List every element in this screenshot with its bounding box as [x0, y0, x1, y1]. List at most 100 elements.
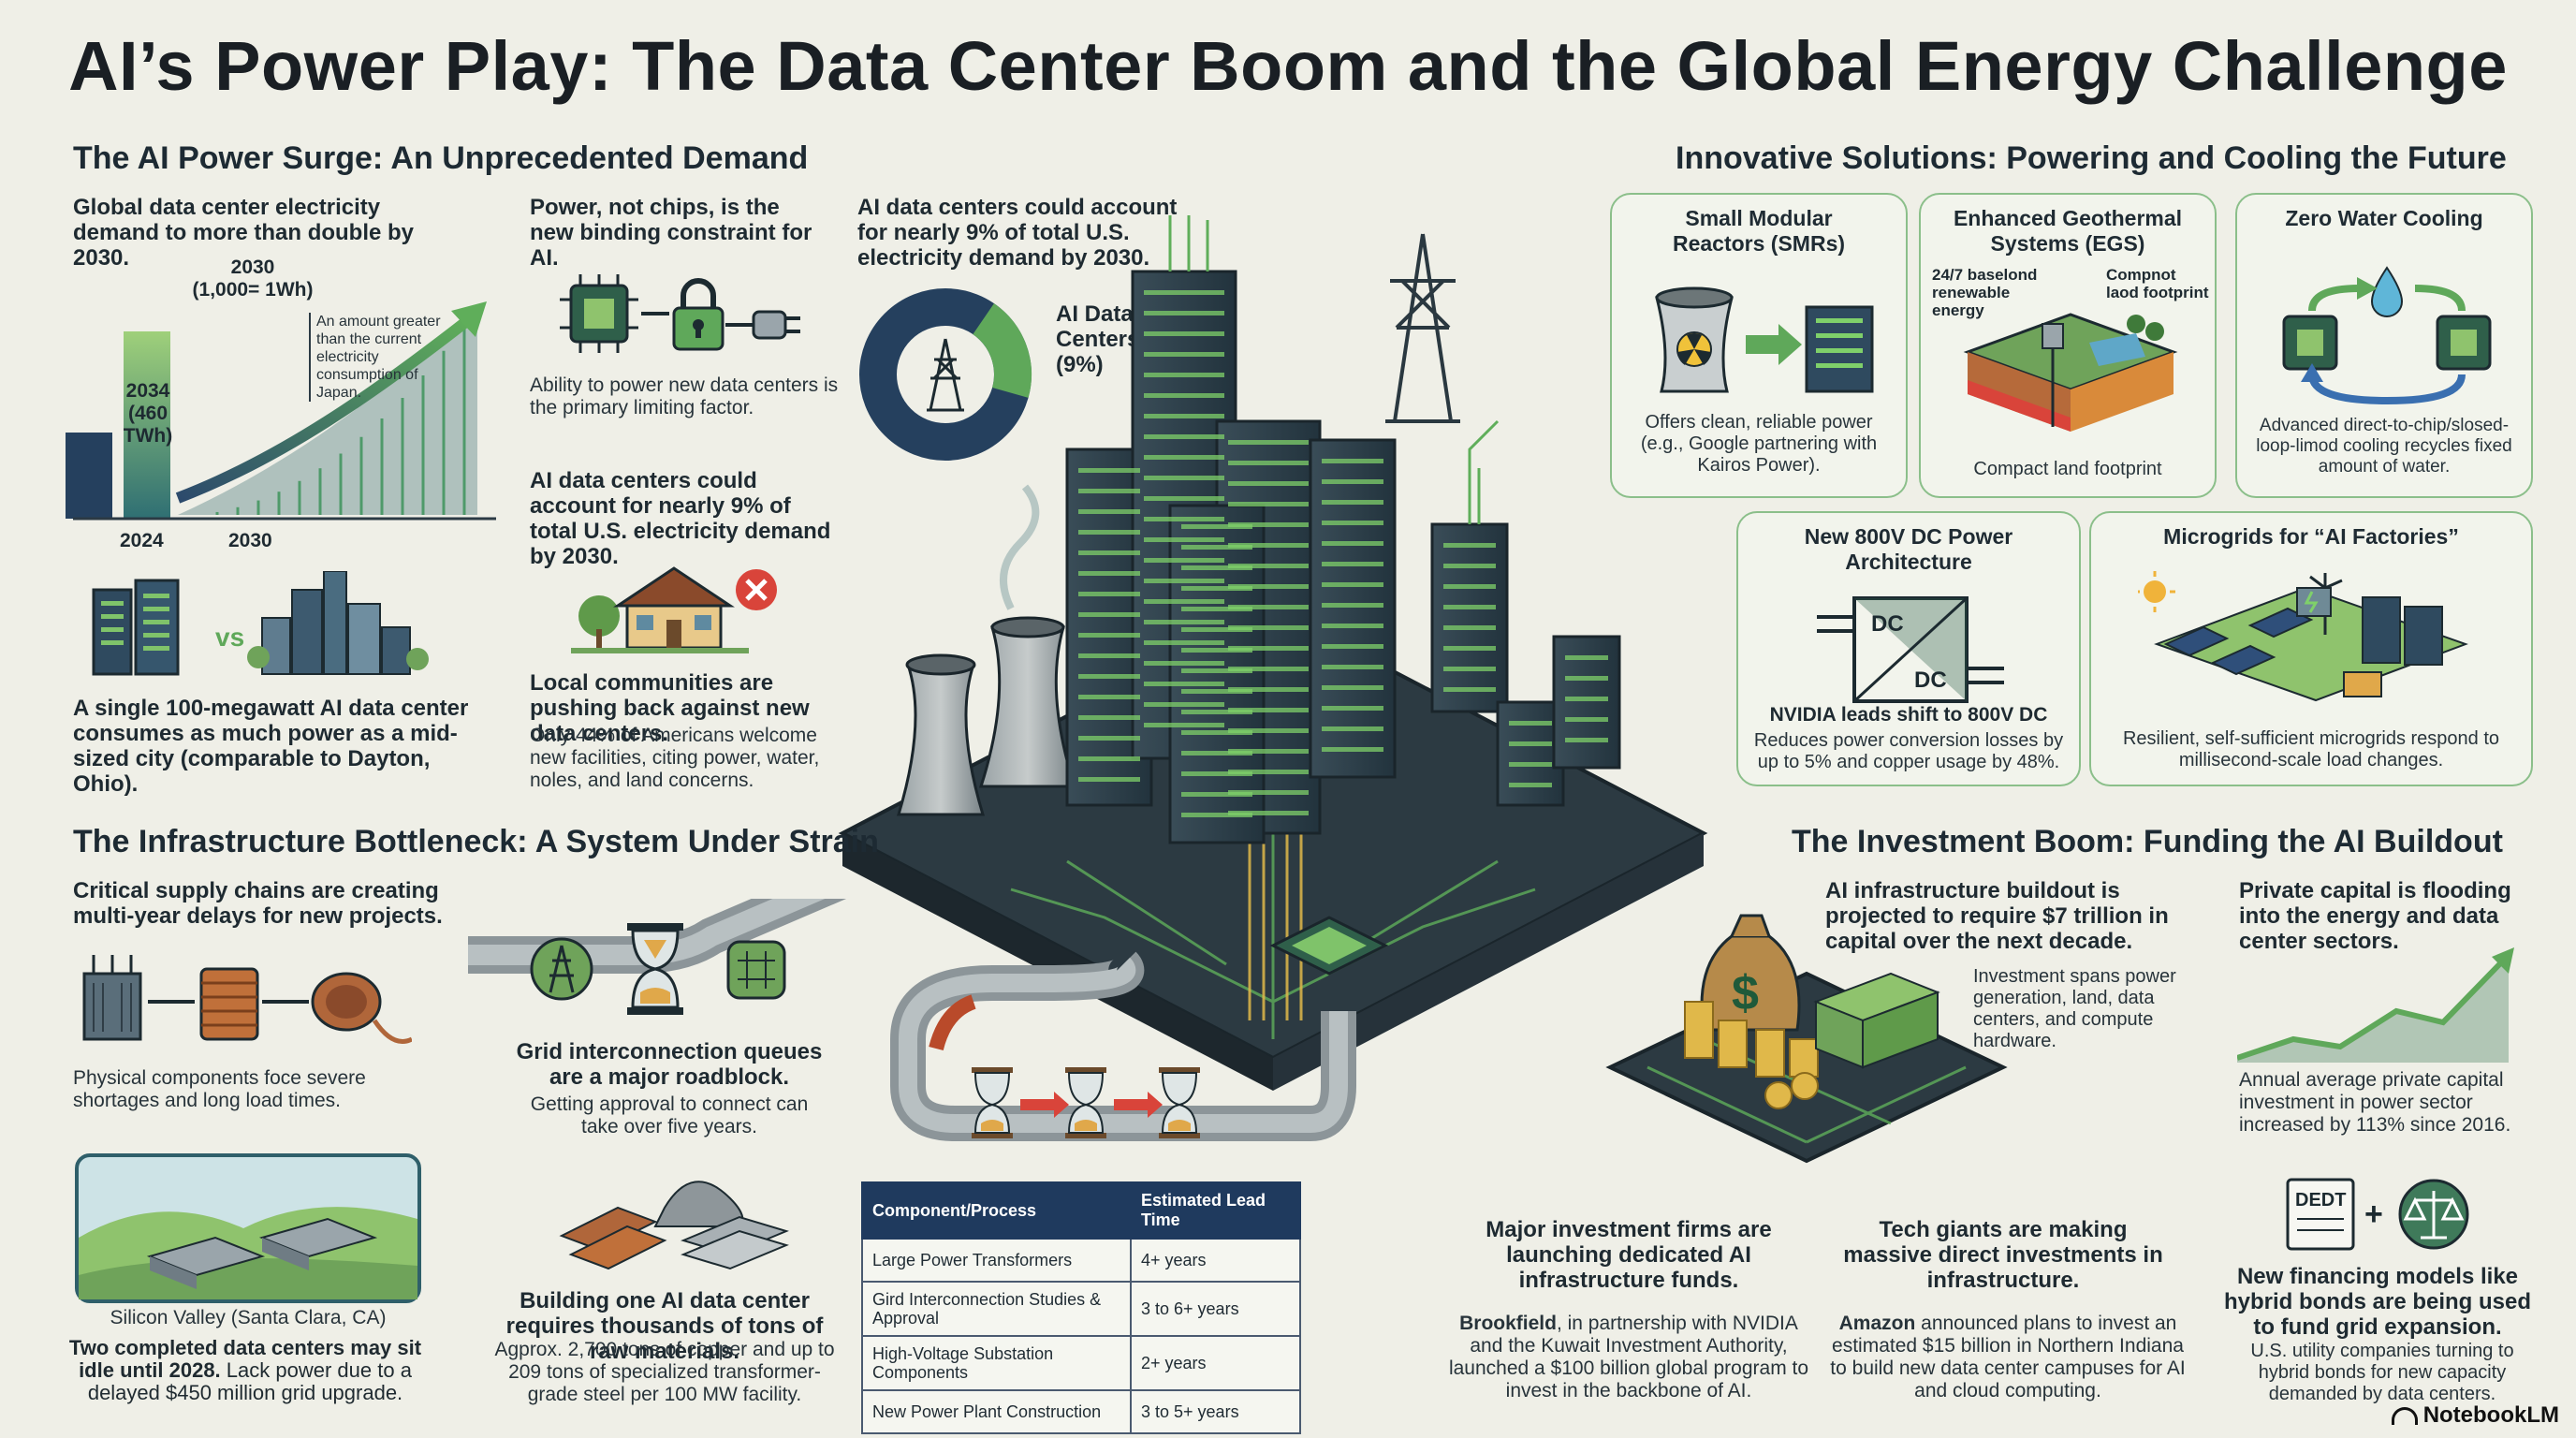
server-light — [1228, 708, 1309, 712]
datacenter-vs-city-icon: vs — [92, 571, 429, 676]
server-light — [1181, 792, 1252, 797]
tech-giants-heading: Tech giants are making massive direct in… — [1843, 1217, 2163, 1293]
money-chip-illustration: $ — [1605, 914, 2008, 1164]
server-light — [1228, 770, 1309, 774]
server-light — [1509, 741, 1552, 746]
power-surge-heading: The AI Power Surge: An Unprecedented Dem… — [73, 140, 809, 176]
server-light — [1228, 811, 1309, 815]
server-rack-icon — [2362, 596, 2401, 664]
server-light — [1144, 311, 1224, 315]
server-light — [1565, 717, 1608, 722]
server-light — [1565, 655, 1608, 660]
mg-title: Microgrids for “AI Factories” — [2163, 524, 2459, 549]
funds-text: , in partnership with NVIDIA and the Kuw… — [1448, 1313, 1809, 1401]
smr-desc: Offers clean, reliable power (e.g., Goog… — [1640, 412, 1878, 476]
rust-segment — [929, 994, 976, 1051]
server-light — [1228, 543, 1309, 548]
generator-icon — [2343, 671, 2382, 697]
brand-name: NotebookLM — [2422, 1402, 2559, 1428]
table-row: Large Power Transformers 4+ years — [861, 1238, 1301, 1283]
trend-arrowhead — [2492, 947, 2514, 974]
solar-panel-icon — [2163, 607, 2314, 676]
table-header-row: Component/Process Estimated Lead Time — [861, 1181, 1301, 1240]
private-capital-text: Annual average private capital investmen… — [2239, 1069, 2511, 1136]
table-row: High-Voltage Substation Components 2+ yea… — [861, 1335, 1301, 1391]
dc-desc: Reduces power conversion losses by up to… — [1753, 730, 2064, 772]
table-cell: High-Voltage Substation Components — [861, 1335, 1132, 1391]
valley-text-block: Two completed data centers may sit idle … — [58, 1337, 432, 1404]
server-light — [1228, 502, 1309, 506]
card-zero-water: Zero Water Cooling Advanced direct-to-ch… — [2235, 193, 2533, 498]
steel-bars-icon — [681, 1215, 789, 1270]
server-light — [1322, 500, 1383, 505]
server-light — [1144, 620, 1224, 624]
datacenter-city-illustration — [838, 215, 1708, 1091]
server-light — [1322, 603, 1383, 608]
datacenter-icon — [92, 579, 180, 676]
materials-heading: Building one AI data center requires tho… — [505, 1288, 824, 1364]
server-light — [1144, 290, 1224, 295]
investment-heading: The Investment Boom: Funding the AI Buil… — [1792, 824, 2503, 859]
donut-intro: AI data centers could account for nearly… — [857, 195, 1178, 271]
private-capital-heading: Private capital is flooding into the ene… — [2239, 878, 2511, 954]
board-chip-icon — [1269, 916, 1389, 976]
server-light — [1443, 667, 1496, 671]
silicon-valley-scene — [75, 1153, 421, 1303]
server-light — [1228, 625, 1309, 630]
server-light — [1144, 682, 1224, 686]
table-row: New Power Plant Construction 3 to 5+ year… — [861, 1389, 1301, 1434]
tech-text: announced plans to invest an estimated $… — [1830, 1313, 2186, 1401]
zwc-title: Zero Water Cooling — [2285, 206, 2483, 230]
server-light — [1228, 564, 1309, 568]
grid-queue-text: Getting approval to connect can take ove… — [530, 1093, 809, 1137]
server-light — [1078, 509, 1140, 514]
server-light — [1078, 695, 1140, 699]
valley-text: Lack power due to a delayed $450 million… — [87, 1358, 412, 1404]
server-light — [1078, 633, 1140, 638]
sun-icon — [2144, 580, 2166, 603]
city-skyline-icon — [247, 571, 429, 675]
components-icon-row — [82, 955, 412, 1044]
copper-bars-icon — [559, 1206, 667, 1270]
server-light — [1322, 624, 1383, 628]
hybrid-bond-text: U.S. utility companies turning to hybrid… — [2250, 1341, 2514, 1404]
server-light — [1144, 723, 1224, 727]
tech-giants-text-block: Amazon announced plans to invest an esti… — [1825, 1313, 2190, 1402]
delay-arrow-icon — [1114, 1092, 1163, 1118]
server-light — [1078, 653, 1140, 658]
server-light — [1078, 468, 1140, 473]
server-light — [1565, 676, 1608, 681]
chip-lock-plug-icon — [560, 274, 800, 353]
hourglass-icon — [972, 1067, 1013, 1138]
server-light — [1322, 479, 1383, 484]
server-light — [1228, 646, 1309, 651]
hourglass-icon — [627, 923, 683, 1015]
server-light — [1228, 605, 1309, 609]
arrow-icon — [1746, 324, 1802, 365]
server-light — [1078, 736, 1140, 741]
bar-2024-label: 2034 (460 TWh) — [123, 380, 173, 447]
server-light — [1144, 455, 1224, 460]
server-light — [1322, 665, 1383, 669]
server-light — [1228, 728, 1309, 733]
zwc-desc: Advanced direct-to-chip/slosed-loop-limo… — [2256, 416, 2512, 477]
wire-spool-icon — [311, 972, 412, 1044]
server-light — [1443, 605, 1496, 609]
server-light — [1443, 687, 1496, 692]
server-light — [1181, 627, 1252, 632]
dc-in-label: DC — [1871, 611, 1904, 637]
server-light — [1322, 726, 1383, 731]
server-light — [1078, 571, 1140, 576]
server-light — [1181, 524, 1252, 529]
server-light — [1443, 584, 1496, 589]
server-light — [1228, 461, 1309, 465]
hourglass-icon — [1065, 1067, 1106, 1138]
copper-coil-icon — [199, 967, 259, 1041]
server-light — [1144, 393, 1224, 398]
transmission-tower-icon — [927, 338, 964, 412]
server-light — [1181, 771, 1252, 776]
table-cell: Gird Interconnection Studies & Approval — [861, 1281, 1132, 1337]
server-light — [1322, 644, 1383, 649]
funds-name: Brookfield — [1459, 1313, 1557, 1334]
loop-arrow-icon — [2308, 374, 2466, 405]
